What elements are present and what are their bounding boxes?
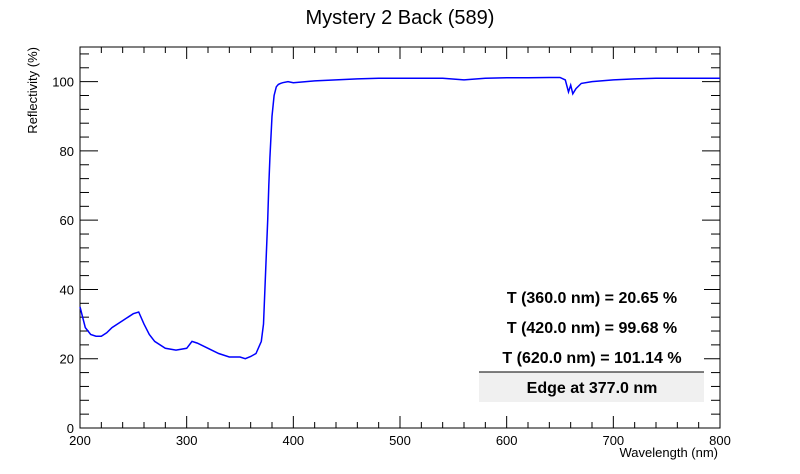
y-tick-label: 20	[60, 352, 74, 367]
y-axis: 0 20 40 60 80 100	[52, 53, 720, 436]
y-tick-label: 100	[52, 75, 74, 90]
stats-box: T (360.0 nm) = 20.65 % T (420.0 nm) = 99…	[479, 283, 704, 402]
plot-area: 200 300 400 500 600 700 800 0 20 40 60 80 100	[52, 46, 731, 448]
x-axis-label: Wavelength (nm)	[620, 445, 719, 460]
stats-line-2: T (420.0 nm) = 99.68 %	[507, 320, 677, 337]
x-tick-label: 400	[282, 433, 304, 448]
x-axis: 200 300 400 500 600 700 800	[69, 47, 731, 448]
y-tick-label: 0	[67, 421, 74, 436]
x-tick-label: 500	[389, 433, 411, 448]
x-tick-label: 200	[69, 433, 91, 448]
y-tick-label: 60	[60, 213, 74, 228]
x-tick-label: 600	[496, 433, 518, 448]
y-tick-label: 80	[60, 144, 74, 159]
chart-title: Mystery 2 Back (589)	[306, 7, 495, 29]
y-tick-label: 40	[60, 282, 74, 297]
stats-line-1: T (360.0 nm) = 20.65 %	[507, 290, 677, 307]
x-tick-label: 700	[602, 433, 624, 448]
x-tick-label: 800	[709, 433, 731, 448]
stats-edge: Edge at 377.0 nm	[527, 380, 658, 397]
x-tick-label: 300	[176, 433, 198, 448]
edge-row-background	[479, 372, 704, 402]
stats-line-3: T (620.0 nm) = 101.14 %	[502, 350, 681, 367]
y-axis-label: Reflectivity (%)	[25, 47, 40, 134]
reflectivity-series-line	[79, 76, 720, 360]
